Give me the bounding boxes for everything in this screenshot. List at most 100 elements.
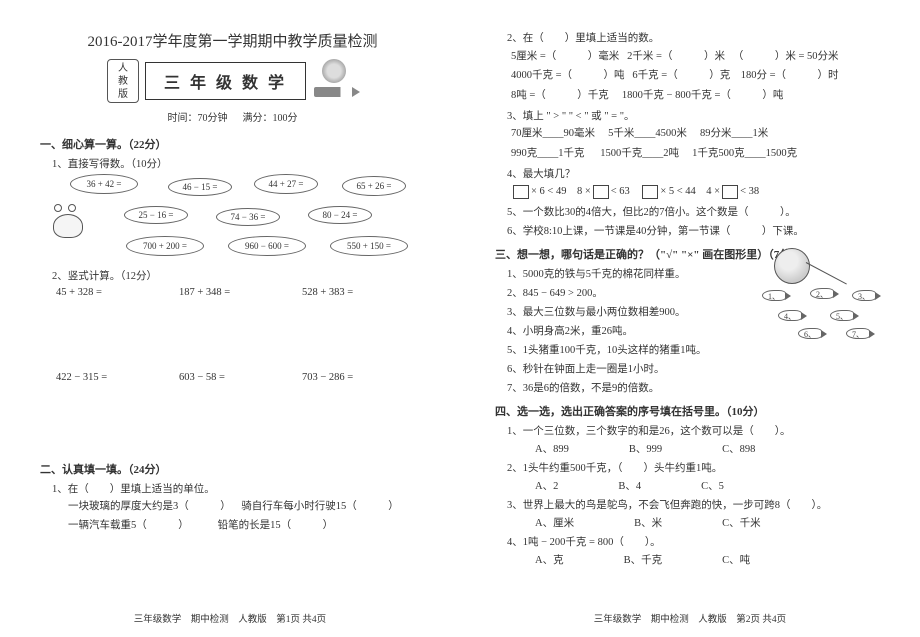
s2-l2a: 一辆汽车载重5（ ） — [68, 520, 189, 531]
c4: 990克____1千克 — [511, 148, 585, 159]
s1-sub1: 1、直接写得数。（10分） — [52, 156, 425, 171]
r2b: 6千克 =（ ）克 — [632, 70, 730, 81]
s2-l1b: 骑自行车每小时行驶15（ ） — [241, 501, 399, 512]
fish-num-1: 1、 — [768, 291, 780, 302]
s4-q2: 2、1头牛约重500千克，（ ）头牛约重1吨。 — [507, 460, 880, 475]
blank-box-3[interactable] — [642, 185, 658, 199]
r2a: 4000千克 =（ ）吨 — [511, 70, 625, 81]
vc-f: 703 − 286 = — [302, 372, 425, 383]
s3-q5: 5、1头猪重100千克，10头这样的猪重1吨。 — [507, 342, 880, 357]
exam-meta: 时间：70分钟 满分：100分 — [40, 109, 425, 124]
m2: 8 × — [577, 186, 591, 197]
bubble-2: 46 − 15 = — [168, 178, 232, 196]
fish-illustration: 1、 2、 3、 4、 5、 6、 7、 — [758, 248, 878, 340]
bubble-problems: 36 + 42 = 46 − 15 = 44 + 27 = 65 + 26 = … — [50, 174, 425, 264]
s4-q4c: C、吨 — [722, 552, 750, 567]
cmp-row2: 990克____1千克 1500千克____2吨 1千克500克____1500… — [511, 146, 880, 162]
calc-workspace-1 — [40, 298, 425, 368]
r3b: 1800千克 − 800千克 =（ ）吨 — [622, 90, 783, 101]
frog-icon — [50, 202, 86, 238]
s4-q3a: A、厘米 — [535, 515, 574, 530]
c2: 5千米____4500米 — [608, 128, 687, 139]
s2-sub6: 6、学校8:10上课，一节课是40分钟，第一节课（ ）下课。 — [507, 223, 880, 238]
s4-q3b: B、米 — [634, 515, 662, 530]
s4-q2b: B、4 — [618, 478, 641, 493]
s4-q2c: C、5 — [701, 478, 724, 493]
max-fill-row: × 6 < 49 8 ×< 63 × 5 < 44 4 ×< 38 — [511, 184, 880, 200]
m2b: < 63 — [611, 186, 630, 197]
cmp-row1: 70厘米____90毫米 5千米____4500米 89分米____1米 — [511, 126, 880, 142]
s2-sub5: 5、一个数比30的4倍大，但比2的7倍小。这个数是（ ）。 — [507, 204, 880, 219]
banner-subject: 三 年 级 数 学 — [145, 62, 306, 100]
c3: 89分米____1米 — [700, 128, 768, 139]
vc-d: 422 − 315 = — [56, 372, 179, 383]
s2-l1a: 一块玻璃的厚度大约是3（ ） — [68, 501, 231, 512]
s4-q3: 3、世界上最大的鸟是鸵鸟，不会飞但奔跑的快，一步可跨8（ ）。 — [507, 497, 880, 512]
s4-q3-options: A、厘米 B、米 C、千米 — [535, 515, 880, 530]
m4: 4 × — [706, 186, 720, 197]
bubble-1: 36 + 42 = — [70, 174, 138, 194]
edition-l3: 版 — [118, 88, 128, 101]
s3-q6: 6、秒针在钟面上走一圈是1小时。 — [507, 361, 880, 376]
s4-q1: 1、一个三位数，三个数字的和是26，这个数可以是（ ）。 — [507, 423, 880, 438]
r2c: 180分 =（ ）时 — [741, 70, 839, 81]
section-4-head: 四、选一选，选出正确答案的序号填在括号里。（10分） — [495, 403, 880, 419]
blank-box-2[interactable] — [593, 185, 609, 199]
bubble-9: 960 − 600 = — [228, 236, 306, 256]
bubble-5: 25 − 16 = — [124, 206, 188, 224]
s4-q1-options: A、899 B、999 C、898 — [535, 441, 880, 456]
page-1: 2016-2017学年度第一学期期中教学质量检测 人 教 版 三 年 级 数 学… — [0, 0, 460, 637]
s4-q3c: C、千米 — [722, 515, 761, 530]
r1c: （ ）米 = 50分米 — [733, 51, 839, 62]
m3: × 5 < 44 — [660, 186, 695, 197]
s4-q4-options: A、克 B、千克 C、吨 — [535, 552, 880, 567]
c6: 1千克500克____1500克 — [692, 148, 797, 159]
exam-time: 时间：70分钟 — [168, 113, 228, 124]
bug-icon — [322, 59, 346, 83]
vertical-calc-row2: 422 − 315 = 603 − 58 = 703 − 286 = — [56, 372, 425, 383]
section-1-head: 一、细心算一算。（22分） — [40, 136, 425, 152]
exam-score: 满分：100分 — [243, 113, 298, 124]
s2-sub4: 4、最大填几？ — [507, 166, 880, 181]
fish-num-7: 7、 — [852, 329, 864, 340]
s4-q1b: B、999 — [629, 441, 662, 456]
s2-line2: 一辆汽车载重5（ ） 铅笔的长是15（ ） — [68, 518, 425, 534]
bubble-3: 44 + 27 = — [254, 174, 318, 194]
s4-q4: 4、1吨 − 200千克 = 800（ ）。 — [507, 534, 880, 549]
s2-sub2: 2、在（ ）里填上适当的数。 — [507, 30, 880, 45]
pencil-icon — [314, 87, 352, 97]
r3a: 8吨 =（ ）千克 — [511, 90, 609, 101]
vertical-calc-row1: 45 + 328 = 187 + 348 = 528 + 383 = — [56, 287, 425, 298]
fish-num-4: 4、 — [784, 311, 796, 322]
page-2: 2、在（ ）里填上适当的数。 5厘米 =（ ）毫米 2千米 =（ ）米 （ ）米… — [460, 0, 920, 637]
blank-box-4[interactable] — [722, 185, 738, 199]
conv-row3: 8吨 =（ ）千克 1800千克 − 800千克 =（ ）吨 — [511, 88, 880, 104]
s2-sub3: 3、填上 " > " " < " 或 " = "。 — [507, 108, 880, 123]
vc-a: 45 + 328 = — [56, 287, 179, 298]
banner-illustration — [312, 59, 358, 103]
fish-num-6: 6、 — [804, 329, 816, 340]
blank-box-1[interactable] — [513, 185, 529, 199]
footer-2: 三年级数学 期中检测 人教版 第2页 共4页 — [460, 611, 920, 625]
s2-line1: 一块玻璃的厚度大约是3（ ） 骑自行车每小时行驶15（ ） — [68, 499, 425, 515]
bubble-4: 65 + 26 = — [342, 176, 406, 196]
section-2-head: 二、认真填一填。（24分） — [40, 461, 425, 477]
banner-edition-box: 人 教 版 — [107, 59, 139, 103]
s4-q4a: A、克 — [535, 552, 564, 567]
c5: 1500千克____2吨 — [600, 148, 679, 159]
fishing-rod-icon — [806, 262, 847, 284]
s4-q2-options: A、2 B、4 C、5 — [535, 478, 880, 493]
r1b: 2千米 =（ ）米 — [627, 51, 725, 62]
bubble-10: 550 + 150 = — [330, 236, 408, 256]
fish-num-5: 5、 — [836, 311, 848, 322]
s4-q1c: C、898 — [722, 441, 755, 456]
s4-q1a: A、899 — [535, 441, 569, 456]
fish-num-3: 3、 — [858, 291, 870, 302]
s1-sub2: 2、竖式计算。（12分） — [52, 268, 425, 283]
title-banner: 人 教 版 三 年 级 数 学 — [40, 59, 425, 103]
doc-title: 2016-2017学年度第一学期期中教学质量检测 — [40, 30, 425, 51]
s3-q7: 7、36是6的倍数，不是9的倍数。 — [507, 380, 880, 395]
r1a: 5厘米 =（ ）毫米 — [511, 51, 619, 62]
conv-row2: 4000千克 =（ ）吨 6千克 =（ ）克 180分 =（ ）时 — [511, 68, 880, 84]
fish-num-2: 2、 — [816, 289, 828, 300]
